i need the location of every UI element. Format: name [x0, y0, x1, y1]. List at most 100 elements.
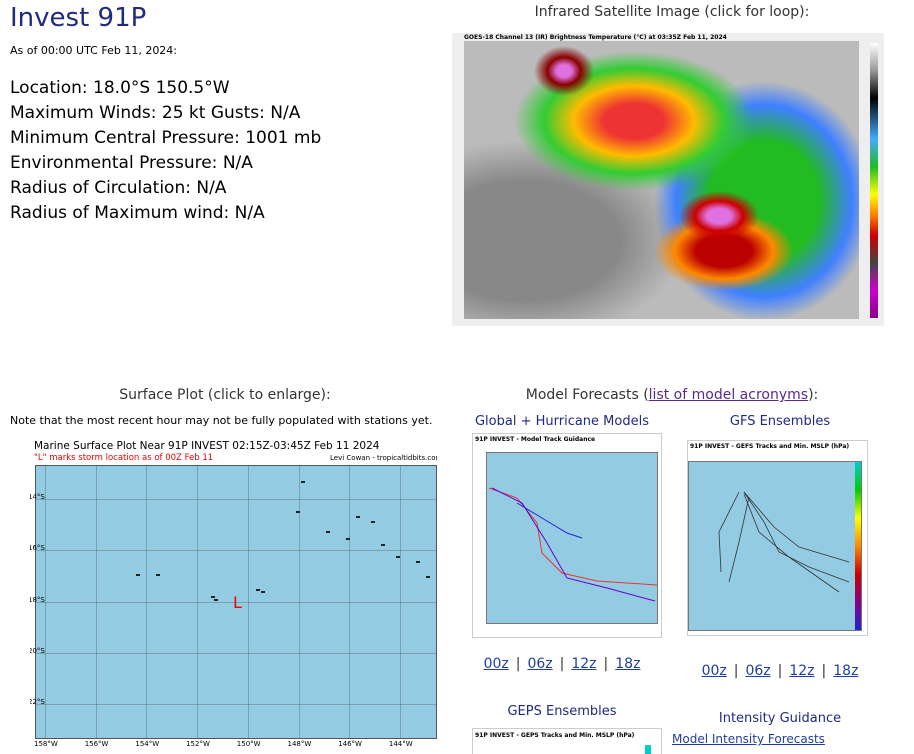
track	[516, 502, 583, 539]
colorbar	[870, 43, 878, 318]
run-links: 00z | 06z | 12z | 18z	[670, 663, 890, 679]
surface-heading: Surface Plot (click to enlarge):	[119, 387, 331, 403]
grid-line	[36, 499, 436, 500]
grid-line	[45, 466, 46, 738]
lon-label: 148°W	[287, 740, 312, 748]
run-link[interactable]: 06z	[527, 656, 553, 672]
lon-label: 150°W	[236, 740, 261, 748]
section-title: GFS Ensembles	[729, 414, 831, 429]
geps-image[interactable]: 91P INVEST - GEPS Tracks and Min. MSLP (…	[472, 728, 662, 754]
island	[136, 574, 140, 576]
grid-line	[247, 466, 249, 738]
lat-label: 14°S	[30, 493, 45, 501]
track	[491, 487, 656, 602]
island	[156, 574, 160, 576]
image-title: 91P INVEST - GEPS Tracks and Min. MSLP (…	[475, 732, 635, 739]
section-title: Intensity Guidance	[718, 711, 842, 726]
image-title: 91P INVEST - GEFS Tracks and Min. MSLP (…	[690, 443, 850, 450]
grid-line	[36, 652, 436, 654]
run-link[interactable]: 06z	[745, 663, 771, 679]
detail: Radius of Circulation: N/A	[10, 178, 227, 198]
detail: Location: 18.0°S 150.5°W	[10, 78, 230, 98]
grid-line	[36, 601, 436, 603]
storm-marker: L	[233, 593, 242, 612]
grid-line	[197, 466, 199, 738]
acronyms-link[interactable]: list of model acronyms	[648, 387, 809, 403]
tracks	[488, 487, 657, 602]
colorbar	[645, 745, 651, 754]
island	[416, 561, 420, 563]
surface-note: Note that the most recent hour may not b…	[10, 414, 433, 427]
island	[396, 556, 400, 558]
island	[381, 544, 385, 546]
ir-imagery	[464, 41, 859, 319]
island	[426, 576, 430, 578]
detail: Maximum Winds: 25 kt Gusts: N/A	[10, 103, 301, 123]
separator: |	[559, 656, 565, 672]
storm-title: Invest 91P	[10, 3, 147, 33]
island	[214, 599, 218, 601]
model-image[interactable]: 91P INVEST - Model Track Guidance	[472, 433, 662, 638]
separator: |	[603, 656, 609, 672]
island	[256, 589, 260, 591]
run-link[interactable]: 18z	[833, 663, 859, 679]
separator: |	[515, 656, 521, 672]
lon-label: 152°W	[186, 740, 210, 748]
island	[261, 591, 265, 593]
lon-label: 146°W	[338, 740, 362, 748]
colorbar	[855, 462, 861, 630]
run-link[interactable]: 12z	[789, 663, 815, 679]
grid-line	[36, 704, 436, 706]
island	[211, 596, 215, 598]
image-title: GOES-18 Channel 13 (IR) Brightness Tempe…	[464, 34, 727, 41]
separator: |	[821, 663, 827, 679]
island	[356, 516, 360, 518]
models-heading: Model Forecasts (list of model acronyms)…	[452, 387, 892, 403]
intensity-link[interactable]: Model Intensity Forecasts	[672, 732, 825, 746]
run-link[interactable]: 00z	[701, 663, 727, 679]
lon-label: 158°W	[34, 740, 58, 748]
run-link[interactable]: 12z	[571, 656, 597, 672]
section-title: GEPS Ensembles	[507, 704, 617, 719]
heading-text: ):	[808, 387, 819, 403]
island	[326, 531, 330, 533]
tracks	[718, 491, 850, 593]
lon-label: 144°W	[388, 740, 413, 748]
image-title: 91P INVEST - Model Track Guidance	[475, 436, 596, 443]
detail: Radius of Maximum wind: N/A	[10, 203, 265, 223]
plot-title: Marine Surface Plot Near 91P INVEST 02:1…	[34, 440, 380, 452]
intensity-link-wrap: Model Intensity Forecasts	[672, 732, 825, 746]
grid-line	[146, 466, 148, 738]
satellite-image[interactable]: GOES-18 Channel 13 (IR) Brightness Tempe…	[452, 33, 884, 326]
plot-subtitle: "L" marks storm location as of 00Z Feb 1…	[34, 453, 214, 463]
as-of: As of 00:00 UTC Feb 11, 2024:	[10, 44, 178, 57]
map: L	[35, 465, 437, 739]
lon-label: 154°W	[135, 740, 160, 748]
lat-label: 20°S	[30, 646, 45, 655]
grid-line	[298, 466, 300, 738]
details: Location: 18.0°S 150.5°W Maximum Winds: …	[10, 76, 321, 226]
model-image[interactable]: 91P INVEST - GEFS Tracks and Min. MSLP (…	[687, 440, 868, 636]
surface-plot[interactable]: Marine Surface Plot Near 91P INVEST 02:1…	[30, 437, 437, 753]
grid-line	[399, 466, 401, 738]
section-title: Global + Hurricane Models	[474, 414, 649, 429]
plot-credit: Levi Cowan - tropicaltidbits.com	[330, 454, 437, 462]
grid-line	[349, 466, 351, 738]
grid-line	[36, 550, 436, 552]
map	[688, 461, 862, 631]
satellite-heading: Infrared Satellite Image (click for loop…	[534, 4, 810, 20]
island	[301, 481, 305, 483]
island	[296, 511, 300, 513]
lon-label: 156°W	[84, 740, 109, 748]
separator: |	[733, 663, 739, 679]
detail: Minimum Central Pressure: 1001 mb	[10, 128, 322, 148]
separator: |	[777, 663, 783, 679]
detail: Environmental Pressure: N/A	[10, 153, 253, 173]
run-link[interactable]: 18z	[615, 656, 641, 672]
island	[371, 521, 375, 523]
lat-label: 22°S	[30, 698, 45, 707]
run-link[interactable]: 00z	[483, 656, 509, 672]
track	[488, 487, 657, 586]
island	[346, 538, 350, 540]
